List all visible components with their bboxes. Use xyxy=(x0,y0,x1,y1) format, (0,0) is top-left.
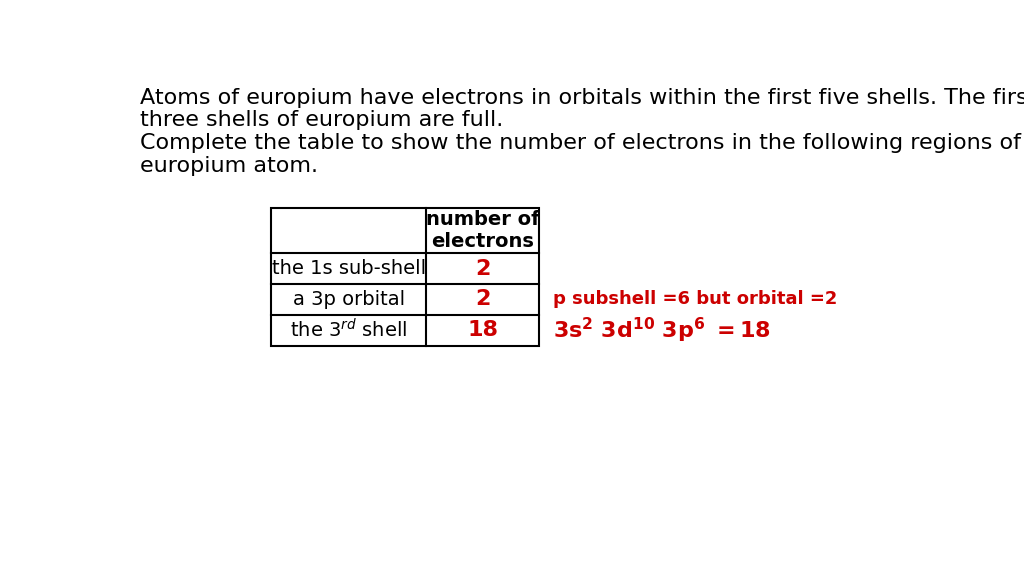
Text: the 1s sub-shell: the 1s sub-shell xyxy=(271,259,426,278)
Text: p subshell =6 but orbital =2: p subshell =6 but orbital =2 xyxy=(553,290,837,308)
Text: Complete the table to show the number of electrons in the following regions of a: Complete the table to show the number of… xyxy=(139,133,1024,153)
Text: europium atom.: europium atom. xyxy=(139,156,317,176)
Bar xyxy=(271,209,539,346)
Text: $\mathbf{3s^{2}\ 3d^{10}\ 3p^{6}\ =18}$: $\mathbf{3s^{2}\ 3d^{10}\ 3p^{6}\ =18}$ xyxy=(553,316,771,345)
Text: a 3p orbital: a 3p orbital xyxy=(293,290,404,309)
Text: number of
electrons: number of electrons xyxy=(426,210,540,251)
Text: the 3$^{rd}$ shell: the 3$^{rd}$ shell xyxy=(290,319,408,342)
Text: 2: 2 xyxy=(475,259,490,279)
Text: three shells of europium are full.: three shells of europium are full. xyxy=(139,111,503,130)
Text: 2: 2 xyxy=(475,289,490,309)
Text: 18: 18 xyxy=(467,320,498,340)
Text: Atoms of europium have electrons in orbitals within the first five shells. The f: Atoms of europium have electrons in orbi… xyxy=(139,88,1024,108)
